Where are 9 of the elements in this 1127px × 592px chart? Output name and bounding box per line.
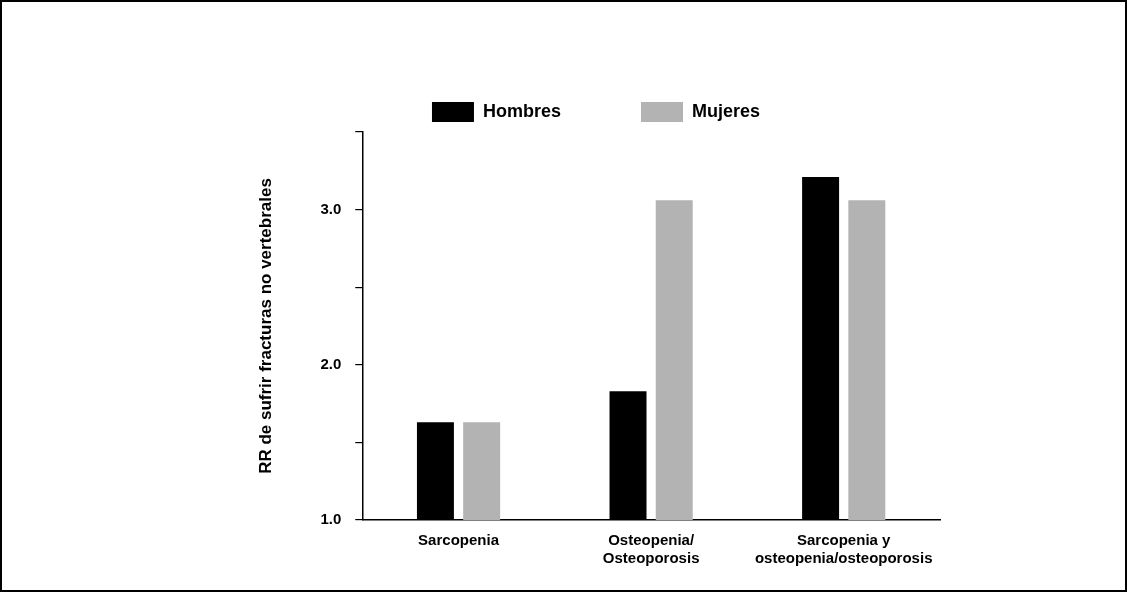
y-tick-label: 1.0 bbox=[320, 510, 342, 528]
x-tick-label: Osteopenia/ Osteoporosis bbox=[602, 531, 700, 567]
x-tick-label: Sarcopenia bbox=[418, 531, 500, 549]
y-tick-label: 2.0 bbox=[320, 354, 342, 372]
x-tick-label: Sarcopenia y osteopenia/osteoporosis bbox=[754, 531, 933, 567]
y-axis-title: RR de sufrir fracturas no vertebrales bbox=[255, 178, 275, 474]
legend-label: Hombres bbox=[482, 100, 562, 121]
y-tick-label: 3.0 bbox=[320, 199, 342, 217]
legend-label: Mujeres bbox=[692, 100, 761, 121]
